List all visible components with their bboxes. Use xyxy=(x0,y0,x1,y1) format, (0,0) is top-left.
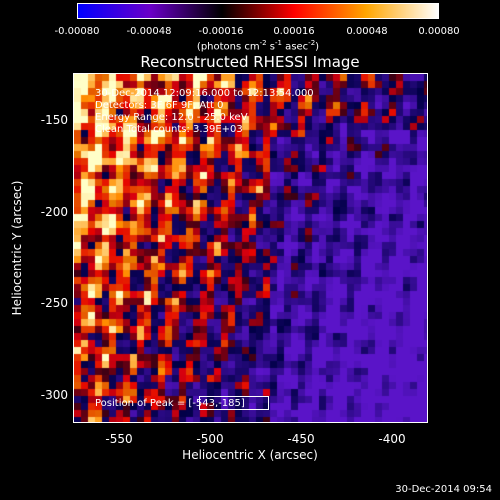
colorbar-tick-label: 0.00016 xyxy=(273,26,315,37)
x-tick-label: -550 xyxy=(105,432,133,446)
units-part: s xyxy=(266,41,276,53)
info-energy-range: Energy Range: 12.0 - 25.0 keV xyxy=(95,112,248,123)
intensity-map xyxy=(74,74,427,422)
units-exp: -2 xyxy=(259,39,267,47)
rhessi-image xyxy=(73,73,428,423)
units-exp: -2 xyxy=(308,39,316,47)
y-tick-label: -200 xyxy=(40,205,68,219)
units-part: (photons cm xyxy=(196,41,260,53)
units-part: ) xyxy=(315,41,320,53)
colorbar-tick-label: 0.00080 xyxy=(418,26,460,37)
x-axis-label: Heliocentric X (arcsec) xyxy=(182,448,318,462)
x-tick-label: -450 xyxy=(287,432,315,446)
info-detectors: Detectors: 3F 6F 9F, Att 0 xyxy=(95,100,224,111)
units-part: asec xyxy=(282,41,309,53)
peak-position-label: Position of Peak = [-543,-185] xyxy=(95,398,245,409)
colorbar-tick-label: -0.00048 xyxy=(126,26,172,37)
colorbar-tick-label: -0.00016 xyxy=(198,26,244,37)
info-counts: Clean Total counts: 3.39E+03 xyxy=(95,124,243,135)
plot-timestamp: 30-Dec-2014 09:54 xyxy=(395,484,492,495)
colorbar-tick-label: -0.00080 xyxy=(54,26,100,37)
image-title: Reconstructed RHESSI Image xyxy=(140,53,360,71)
x-tick-label: -500 xyxy=(196,432,224,446)
y-axis-label: Heliocentric Y (arcsec) xyxy=(10,180,24,316)
y-tick-label: -250 xyxy=(40,296,68,310)
colorbar-tick-label: 0.00048 xyxy=(346,26,388,37)
y-tick-label: -300 xyxy=(40,388,68,402)
colorbar xyxy=(77,3,439,19)
x-tick-label: -400 xyxy=(378,432,406,446)
colorbar-units: (photons cm-2 s-1 asec-2) xyxy=(197,39,319,52)
units-exp: -1 xyxy=(275,39,283,47)
info-time-range: 30-Dec-2014 12:09:16.000 to 12:13:54.000 xyxy=(95,88,314,99)
peak-marker-box xyxy=(199,396,269,410)
y-tick-label: -150 xyxy=(40,113,68,127)
